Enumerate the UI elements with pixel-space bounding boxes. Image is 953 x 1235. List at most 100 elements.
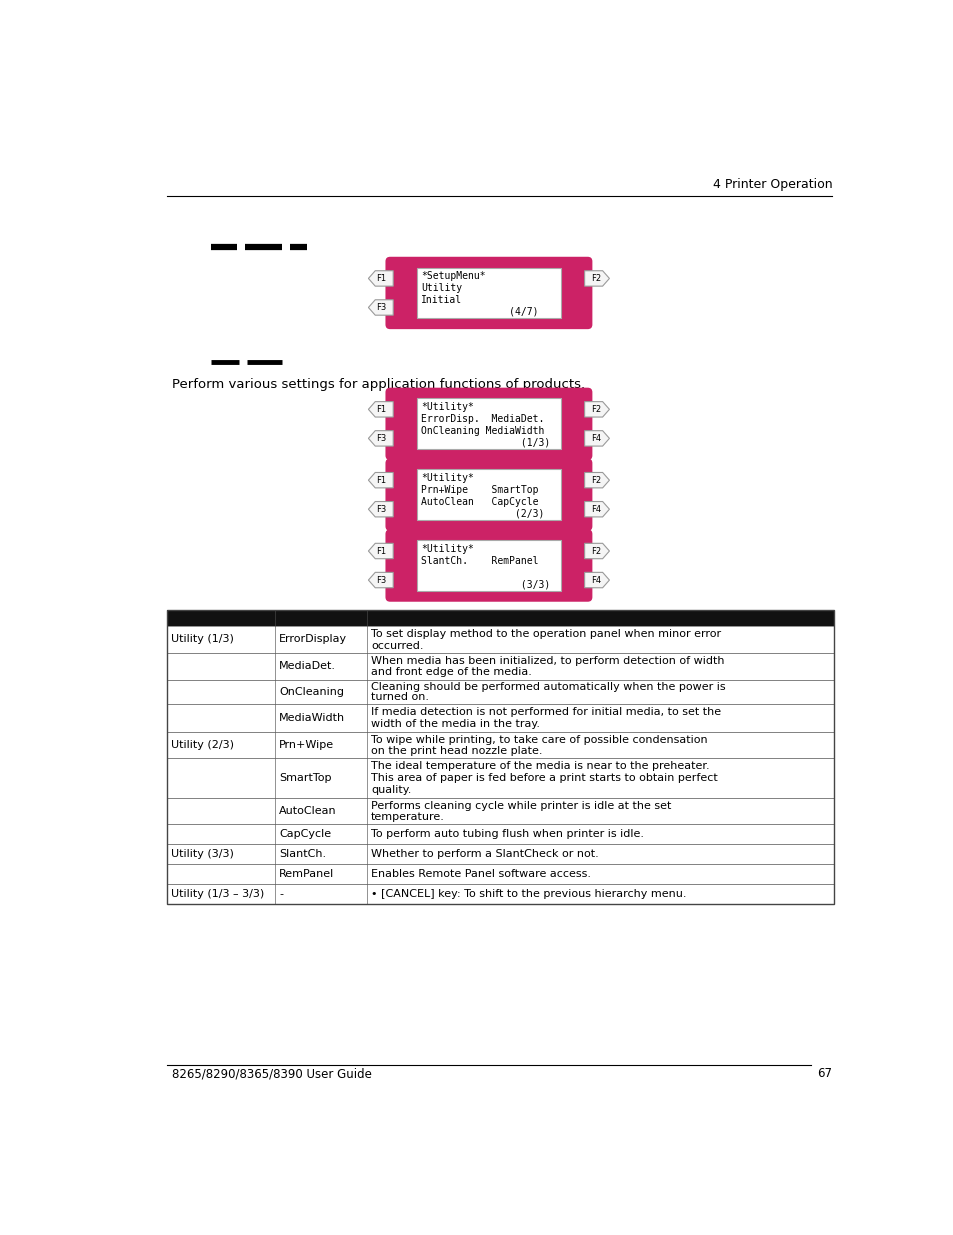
FancyBboxPatch shape xyxy=(416,399,560,450)
Text: F2: F2 xyxy=(591,274,600,283)
Text: Utility (2/3): Utility (2/3) xyxy=(171,740,233,750)
Text: (2/3): (2/3) xyxy=(420,509,544,519)
Text: (1/3): (1/3) xyxy=(420,437,550,448)
Text: MediaDet.: MediaDet. xyxy=(279,662,335,672)
Bar xyxy=(167,679,833,704)
Text: F1: F1 xyxy=(376,274,386,283)
Polygon shape xyxy=(368,270,393,287)
Text: temperature.: temperature. xyxy=(371,811,444,823)
Text: -: - xyxy=(279,889,283,899)
Text: Utility (1/3 – 3/3): Utility (1/3 – 3/3) xyxy=(171,889,264,899)
Text: F2: F2 xyxy=(591,405,600,414)
Polygon shape xyxy=(368,473,393,488)
Text: occurred.: occurred. xyxy=(371,641,423,651)
Text: F4: F4 xyxy=(591,505,600,514)
Text: on the print head nozzle plate.: on the print head nozzle plate. xyxy=(371,746,542,756)
Text: RemPanel: RemPanel xyxy=(279,869,335,879)
Text: The ideal temperature of the media is near to the preheater.: The ideal temperature of the media is ne… xyxy=(371,761,709,771)
Text: ErrorDisplay: ErrorDisplay xyxy=(279,635,347,645)
Text: Performs cleaning cycle while printer is idle at the set: Performs cleaning cycle while printer is… xyxy=(371,802,671,811)
Text: OnCleaning: OnCleaning xyxy=(279,687,344,697)
Text: (3/3): (3/3) xyxy=(420,579,550,589)
Text: If media detection is not performed for initial media, to set the: If media detection is not performed for … xyxy=(371,708,720,718)
Text: • [CANCEL] key: To shift to the previous hierarchy menu.: • [CANCEL] key: To shift to the previous… xyxy=(371,889,686,899)
Text: This area of paper is fed before a print starts to obtain perfect: This area of paper is fed before a print… xyxy=(371,773,717,783)
Polygon shape xyxy=(368,401,393,417)
Text: SmartTop: SmartTop xyxy=(279,773,332,783)
Polygon shape xyxy=(584,572,609,588)
FancyBboxPatch shape xyxy=(385,458,592,531)
Text: quality.: quality. xyxy=(371,785,411,795)
Bar xyxy=(167,610,833,904)
Text: AutoClean: AutoClean xyxy=(279,806,336,816)
Polygon shape xyxy=(584,543,609,558)
Polygon shape xyxy=(368,572,393,588)
Polygon shape xyxy=(368,431,393,446)
Text: AutoClean   CapCycle: AutoClean CapCycle xyxy=(420,496,538,506)
Text: *SetupMenu*: *SetupMenu* xyxy=(420,272,485,282)
Text: F4: F4 xyxy=(591,576,600,584)
Text: F3: F3 xyxy=(376,433,386,443)
FancyBboxPatch shape xyxy=(385,257,592,330)
Text: width of the media in the tray.: width of the media in the tray. xyxy=(371,719,539,729)
Text: 8265/8290/8365/8390 User Guide: 8265/8290/8365/8390 User Guide xyxy=(172,1067,372,1081)
Polygon shape xyxy=(584,473,609,488)
Bar xyxy=(167,653,833,679)
Text: and front edge of the media.: and front edge of the media. xyxy=(371,667,532,677)
FancyBboxPatch shape xyxy=(416,469,560,520)
Bar xyxy=(167,884,833,904)
Text: F2: F2 xyxy=(591,475,600,484)
Text: Perform various settings for application functions of products.: Perform various settings for application… xyxy=(172,378,584,390)
Polygon shape xyxy=(584,401,609,417)
Text: F1: F1 xyxy=(376,405,386,414)
Text: *Utility*: *Utility* xyxy=(420,403,474,412)
Text: To perform auto tubing flush when printer is idle.: To perform auto tubing flush when printe… xyxy=(371,829,643,840)
Text: F3: F3 xyxy=(376,576,386,584)
Text: F1: F1 xyxy=(376,547,386,556)
Polygon shape xyxy=(584,431,609,446)
Text: Prn+Wipe    SmartTop: Prn+Wipe SmartTop xyxy=(420,485,538,495)
Text: OnCleaning MediaWidth: OnCleaning MediaWidth xyxy=(420,426,544,436)
Text: 67: 67 xyxy=(817,1067,831,1081)
Bar xyxy=(167,798,833,824)
Text: MediaWidth: MediaWidth xyxy=(279,713,345,722)
Bar xyxy=(167,824,833,845)
Polygon shape xyxy=(368,501,393,517)
Text: (4/7): (4/7) xyxy=(420,306,538,317)
Text: F3: F3 xyxy=(376,303,386,312)
Text: Utility (1/3): Utility (1/3) xyxy=(171,635,233,645)
Bar xyxy=(167,610,833,626)
Text: SlantCh.: SlantCh. xyxy=(279,850,326,860)
Bar xyxy=(167,758,833,798)
Text: To set display method to the operation panel when minor error: To set display method to the operation p… xyxy=(371,629,720,638)
Text: Whether to perform a SlantCheck or not.: Whether to perform a SlantCheck or not. xyxy=(371,850,598,860)
Text: F1: F1 xyxy=(376,475,386,484)
Text: Prn+Wipe: Prn+Wipe xyxy=(279,740,334,750)
Text: Cleaning should be performed automatically when the power is: Cleaning should be performed automatical… xyxy=(371,682,725,692)
Text: F3: F3 xyxy=(376,505,386,514)
FancyBboxPatch shape xyxy=(416,268,560,319)
Text: Enables Remote Panel software access.: Enables Remote Panel software access. xyxy=(371,869,591,879)
Text: Utility (3/3): Utility (3/3) xyxy=(171,850,233,860)
Polygon shape xyxy=(368,300,393,315)
Text: *Utility*: *Utility* xyxy=(420,473,474,483)
Text: ErrorDisp.  MediaDet.: ErrorDisp. MediaDet. xyxy=(420,414,544,424)
Text: To wipe while printing, to take care of possible condensation: To wipe while printing, to take care of … xyxy=(371,735,707,745)
Text: When media has been initialized, to perform detection of width: When media has been initialized, to perf… xyxy=(371,656,724,666)
Bar xyxy=(167,626,833,653)
FancyBboxPatch shape xyxy=(385,388,592,461)
Text: SlantCh.    RemPanel: SlantCh. RemPanel xyxy=(420,556,538,566)
Text: *Utility*: *Utility* xyxy=(420,543,474,555)
FancyBboxPatch shape xyxy=(416,540,560,592)
Text: F2: F2 xyxy=(591,547,600,556)
Polygon shape xyxy=(584,501,609,517)
Text: Utility: Utility xyxy=(420,283,462,293)
Polygon shape xyxy=(368,543,393,558)
Text: CapCycle: CapCycle xyxy=(279,829,331,840)
Text: turned on.: turned on. xyxy=(371,693,429,703)
Text: 4 Printer Operation: 4 Printer Operation xyxy=(712,178,831,191)
Polygon shape xyxy=(584,270,609,287)
FancyBboxPatch shape xyxy=(385,530,592,601)
Bar xyxy=(167,845,833,864)
Bar xyxy=(167,704,833,732)
